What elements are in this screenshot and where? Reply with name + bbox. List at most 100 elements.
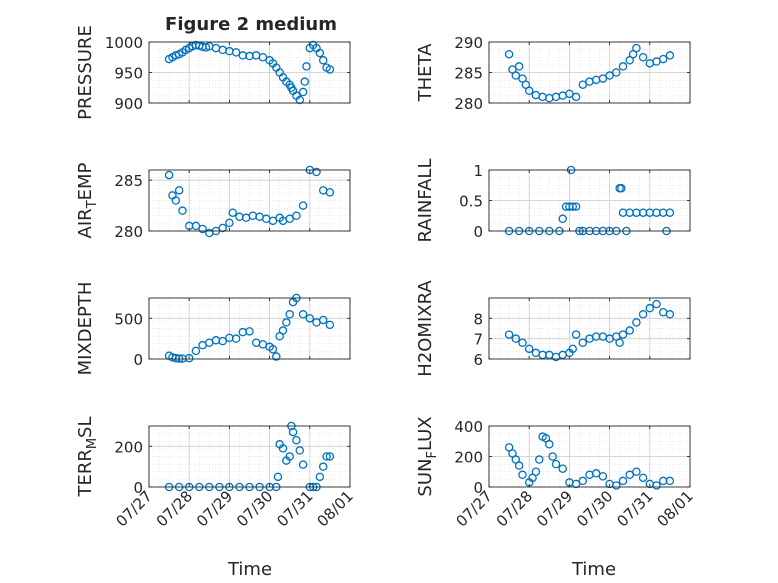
data-point: [511, 71, 521, 80]
data-point: [322, 452, 331, 461]
data-point: [658, 54, 668, 64]
data-point: [558, 464, 567, 473]
y-axis-label: MIXDEPTH: [75, 282, 96, 376]
data-point: [617, 184, 626, 193]
data-point: [625, 326, 634, 335]
y-axis-label: AIRTEMP: [75, 162, 100, 238]
data-point: [632, 467, 641, 476]
y-tick-label: 0: [473, 223, 483, 241]
data-point: [548, 452, 557, 461]
data-point: [665, 208, 675, 217]
terr-msl-panel: 200007/2707/2807/2907/3007/3108/01TERRMS…: [75, 416, 357, 530]
data-point: [652, 299, 661, 309]
data-point: [318, 56, 328, 65]
data-point: [551, 459, 561, 469]
data-point: [504, 330, 514, 339]
y-axis-label: H2OMIXRA: [415, 280, 436, 377]
data-point: [665, 476, 675, 486]
y-tick-label: 400: [454, 418, 483, 436]
x-tick-label: 07/28: [153, 487, 196, 530]
data-point: [514, 62, 524, 71]
y-tick-label: 1000: [105, 34, 143, 52]
data-point: [278, 326, 288, 335]
data-point: [638, 473, 648, 483]
y-tick-label: 0: [133, 479, 143, 497]
data-point: [278, 444, 288, 453]
data-point: [228, 208, 237, 217]
mixdepth-panel: 500 0 MIXDEPTH: [75, 282, 351, 376]
data-point: [258, 53, 268, 62]
axes-box: [148, 425, 351, 488]
data-point: [325, 188, 335, 197]
data-point: [312, 167, 321, 177]
data-point: [285, 310, 294, 319]
data-point: [652, 481, 661, 490]
data-point: [300, 77, 310, 86]
data-point: [632, 43, 641, 53]
y-tick-label: 280: [114, 223, 143, 241]
y-tick-label: 285: [114, 172, 143, 190]
x-tick-label: 07/30: [233, 487, 276, 530]
data-point: [174, 186, 184, 195]
pressure-panel: 1000 950 900 PRESSURE: [75, 25, 351, 120]
y-tick-label: 285: [454, 65, 483, 83]
y-tick-label: 0: [133, 351, 143, 369]
data-point: [568, 202, 578, 211]
y-axis-label: TERRMSL: [75, 416, 100, 497]
data-point: [618, 330, 628, 339]
y-tick-label: 200: [454, 449, 483, 467]
data-point: [225, 218, 234, 228]
data-point: [273, 472, 283, 482]
data-point: [218, 336, 227, 346]
data-point: [302, 62, 311, 71]
y-tick-label: 6: [473, 351, 483, 369]
data-point: [645, 303, 655, 313]
data-point: [211, 336, 221, 345]
data-point: [511, 334, 521, 343]
data-point: [535, 455, 544, 464]
data-point: [251, 338, 261, 347]
y-tick-label: 8: [473, 310, 483, 328]
data-point: [524, 86, 534, 96]
h2omixra-panel: 8 7 6 H2OMIXRA: [415, 280, 691, 377]
data-point: [618, 62, 628, 71]
data-point: [538, 92, 547, 102]
x-tick-label: 07/31: [613, 487, 656, 530]
data-point: [292, 211, 301, 220]
y-tick-label: 200: [114, 438, 143, 456]
data-point: [545, 440, 554, 449]
data-point: [618, 476, 628, 486]
data-point: [272, 352, 281, 361]
theta-panel: 290 285 280 THETA: [415, 34, 691, 113]
data-point: [218, 223, 227, 233]
data-point: [238, 327, 248, 337]
data-point: [315, 48, 325, 58]
data-point: [191, 346, 201, 356]
data-point: [198, 224, 207, 234]
data-point: [295, 446, 304, 455]
x-tick-label: 07/28: [493, 487, 536, 530]
data-point: [638, 310, 648, 319]
data-point: [171, 196, 181, 205]
data-point: [571, 479, 581, 489]
y-tick-label: 7: [473, 331, 483, 349]
data-point: [598, 74, 608, 83]
data-point: [518, 338, 527, 347]
data-point: [191, 221, 201, 231]
airtemp-panel: 285 280 AIRTEMP: [75, 162, 351, 241]
data-point: [615, 338, 624, 347]
data-point: [612, 481, 621, 490]
data-point: [571, 330, 581, 339]
data-point: [514, 461, 524, 470]
x-tick-label: 07/29: [533, 487, 576, 530]
y-tick-label: 900: [114, 95, 143, 113]
data-point: [665, 310, 675, 319]
data-point: [231, 334, 241, 343]
y-axis-label: SUNFLUX: [415, 416, 440, 496]
data-point: [578, 80, 588, 89]
data-point: [571, 92, 581, 102]
data-point: [565, 89, 574, 99]
data-point: [531, 467, 541, 476]
data-point: [632, 318, 641, 327]
x-axis-label-left: Time: [227, 559, 272, 580]
